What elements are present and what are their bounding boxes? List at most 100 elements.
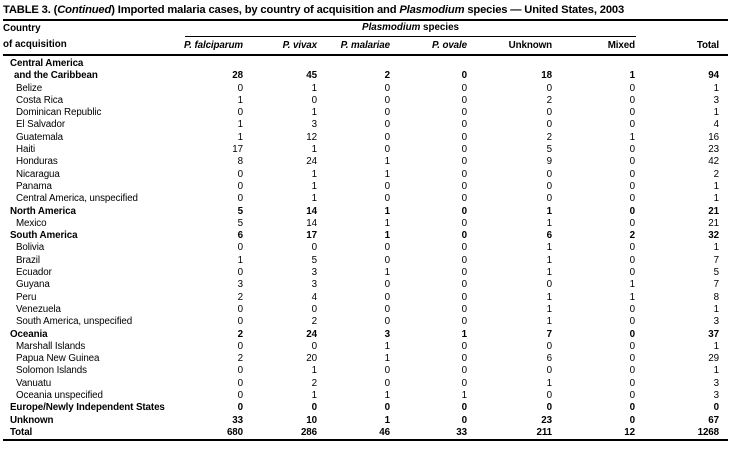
column-header-label: Unknown [508, 40, 552, 51]
cell: 0 [384, 254, 390, 266]
cell: 3 [384, 328, 390, 340]
table-row: Brazil 1 5 0 0 1 0 7 [3, 255, 728, 267]
cell: 0 [237, 267, 243, 279]
cell: 0 [546, 82, 552, 94]
row-label: Belize [16, 82, 43, 94]
cell: 0 [237, 180, 243, 192]
cell: 680 [226, 426, 243, 438]
species-group-rest: species [420, 22, 459, 33]
cell: 0 [546, 180, 552, 192]
cell: 1268 [697, 426, 720, 438]
cell: 0 [237, 82, 243, 94]
table-row: Vanuatu 0 2 0 0 1 0 3 [3, 378, 728, 390]
cell: 1 [461, 328, 467, 340]
cell: 0 [461, 316, 467, 328]
row-label: Guatemala [16, 131, 64, 143]
cell: 0 [384, 82, 390, 94]
cell: 24 [306, 156, 317, 168]
cell: 4 [713, 119, 719, 131]
cell: 0 [461, 230, 467, 242]
cell: 1 [237, 94, 243, 106]
row-label: Nicaragua [16, 168, 60, 180]
cell: 1 [713, 242, 719, 254]
cell: 0 [461, 156, 467, 168]
cell: 1 [384, 353, 390, 365]
column-header-label: P. malariae [340, 40, 390, 51]
cell: 0 [629, 205, 635, 217]
cell: 0 [461, 267, 467, 279]
cell [320, 55, 395, 70]
cell: 2 [311, 377, 317, 389]
cell: 3 [311, 119, 317, 131]
column-header-label: Mixed [607, 40, 635, 51]
cell: 0 [461, 365, 467, 377]
cell: 0 [629, 414, 635, 426]
cell: 14 [306, 205, 317, 217]
table-row: Dominican Republic 0 1 0 0 0 0 1 [3, 107, 728, 119]
cell: 2 [629, 230, 635, 242]
cell: 0 [461, 353, 467, 365]
row-label: Mexico [16, 217, 47, 229]
cell: 0 [237, 168, 243, 180]
column-header-p-vivax: P. vivax [250, 37, 320, 56]
cell: 0 [461, 168, 467, 180]
table-row: El Salvador 1 3 0 0 0 0 4 [3, 119, 728, 131]
table-row: Peru 2 4 0 0 1 1 8 [3, 292, 728, 304]
cell: 0 [546, 279, 552, 291]
cell: 14 [306, 217, 317, 229]
cell: 5 [237, 217, 243, 229]
cell [185, 55, 250, 70]
cell: 1 [384, 414, 390, 426]
cell: 0 [461, 193, 467, 205]
cell: 1 [713, 303, 719, 315]
cell: 1 [713, 180, 719, 192]
cell: 32 [708, 230, 719, 242]
cell: 0 [461, 377, 467, 389]
cell: 1 [629, 131, 635, 143]
cell: 0 [237, 365, 243, 377]
cell: 0 [311, 303, 317, 315]
cell: 0 [384, 316, 390, 328]
table-row: Ecuador 0 3 1 0 1 0 5 [3, 267, 728, 279]
cell: 0 [384, 279, 390, 291]
cell: 1 [546, 242, 552, 254]
cell: 0 [546, 168, 552, 180]
cell: 0 [384, 193, 390, 205]
table-row: Papua New Guinea 2 20 1 0 6 0 29 [3, 353, 728, 365]
table-row: Nicaragua 0 1 1 0 0 0 2 [3, 169, 728, 181]
title-continued: Continued [57, 4, 112, 16]
cell: 0 [629, 303, 635, 315]
table-row: Solomon Islands 0 1 0 0 0 0 1 [3, 365, 728, 377]
cell: 3 [311, 279, 317, 291]
row-label: Brazil [16, 254, 40, 266]
cell: 0 [629, 82, 635, 94]
cell: 1 [713, 107, 719, 119]
cell: 1 [311, 180, 317, 192]
table-row: North America 5 14 1 0 1 0 21 [3, 206, 728, 218]
cell: 33 [456, 426, 467, 438]
table-row: Venezuela 0 0 0 0 1 0 1 [3, 304, 728, 316]
cell: 94 [708, 70, 719, 82]
cell: 5 [546, 144, 552, 156]
cell: 1 [546, 267, 552, 279]
cell: 2 [546, 131, 552, 143]
row-label: Venezuela [16, 303, 61, 315]
cell: 0 [629, 254, 635, 266]
cell: 0 [629, 390, 635, 402]
row-label: North America [10, 205, 76, 217]
table-row: Panama 0 1 0 0 0 0 1 [3, 181, 728, 193]
cell: 0 [237, 193, 243, 205]
cell: 0 [384, 291, 390, 303]
title-plasmodium: Plasmodium [399, 4, 465, 16]
cell: 17 [306, 230, 317, 242]
cell: 1 [384, 168, 390, 180]
table-row: South America 6 17 1 0 6 2 32 [3, 230, 728, 242]
total-header-spacer [636, 21, 728, 37]
cell: 0 [629, 328, 635, 340]
cell: 0 [461, 340, 467, 352]
row-label: South America [10, 230, 78, 242]
row-label: South America, unspecified [16, 316, 133, 328]
column-header-p-falciparum: P. falciparum [184, 37, 250, 56]
cell: 0 [461, 291, 467, 303]
cell: 0 [546, 390, 552, 402]
